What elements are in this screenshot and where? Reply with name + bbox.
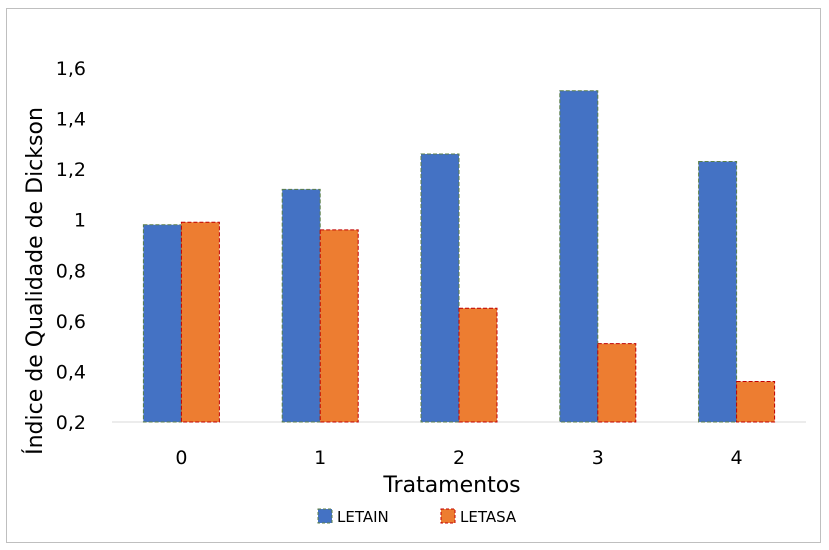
bar-letasa-0 — [180, 221, 220, 423]
x-tick-label: 4 — [731, 447, 743, 469]
bar-letasa-2 — [458, 307, 498, 423]
bar-letasa-1 — [319, 229, 359, 423]
y-tick-label: 0,6 — [56, 311, 86, 333]
y-tick-label: 1,4 — [56, 109, 86, 131]
y-tick-label: 1,6 — [56, 58, 86, 80]
bar-letasa-3 — [597, 343, 637, 423]
x-tick-label: 3 — [592, 447, 604, 469]
x-tick-label: 0 — [175, 447, 187, 469]
legend-swatch-letasa — [440, 508, 456, 524]
bar-letasa-4 — [736, 381, 776, 423]
x-axis-title: Tratamentos — [382, 473, 520, 498]
legend-label-letain: LETAIN — [337, 508, 389, 526]
x-axis-ticks: 0 1 2 3 4 — [175, 447, 742, 469]
legend-label-letasa: LETASA — [460, 508, 517, 526]
x-tick-label: 2 — [453, 447, 465, 469]
bar-letain-0 — [142, 224, 182, 423]
y-axis-title: Índice de Qualidade de Dickson — [22, 107, 48, 455]
y-axis-ticks: 0,2 0,4 0,6 0,8 1 1,2 1,4 1,6 — [56, 58, 86, 434]
y-tick-label: 1 — [74, 210, 86, 232]
bar-letain-2 — [420, 153, 460, 423]
chart-frame — [6, 8, 821, 543]
legend-swatch-letain — [317, 508, 333, 524]
bars — [142, 90, 776, 423]
bar-letain-4 — [698, 161, 738, 423]
y-tick-label: 1,2 — [56, 159, 86, 181]
y-tick-label: 0,2 — [56, 412, 86, 434]
bar-letain-3 — [559, 90, 599, 423]
x-tick-label: 1 — [314, 447, 326, 469]
legend: LETAIN LETASA — [317, 508, 517, 526]
y-tick-label: 0,4 — [56, 361, 86, 383]
bar-letain-1 — [281, 188, 321, 423]
y-tick-label: 0,8 — [56, 260, 86, 282]
